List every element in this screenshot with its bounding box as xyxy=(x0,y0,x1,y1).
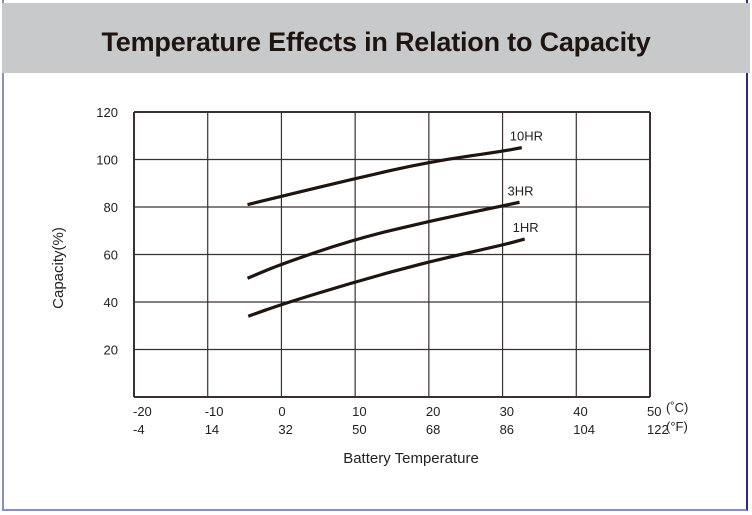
x-unit-celsius: (˚C) xyxy=(666,400,688,415)
y-axis-label: Capacity(%) xyxy=(50,227,67,309)
x-tick-label-fahrenheit: 50 xyxy=(352,422,366,437)
x-tick-label-fahrenheit: 104 xyxy=(573,422,595,437)
y-tick-labels: 120 100 80 60 40 20 xyxy=(96,105,118,358)
x-tick-label-celsius: 50 xyxy=(647,404,661,419)
series-line-3hr xyxy=(246,200,520,280)
chart-title: Temperature Effects in Relation to Capac… xyxy=(101,27,651,57)
x-tick-label-fahrenheit: 86 xyxy=(500,422,514,437)
y-tick-label: 80 xyxy=(104,200,118,215)
series-line-10hr xyxy=(247,146,523,207)
y-tick-label: 120 xyxy=(96,105,118,120)
x-tick-label-celsius: 40 xyxy=(573,404,587,419)
x-tick-label-celsius: 20 xyxy=(426,404,440,419)
x-axis-label: Battery Temperature xyxy=(343,450,479,467)
x-tick-label-fahrenheit: -4 xyxy=(133,422,145,437)
x-tick-label-fahrenheit: 32 xyxy=(278,422,292,437)
series-label-3hr: 3HR xyxy=(508,183,534,198)
x-tick-label-celsius: -10 xyxy=(205,404,224,419)
x-unit-fahrenheit: (°F) xyxy=(666,419,688,434)
x-tick-label-celsius: 30 xyxy=(500,404,514,419)
series-line-1hr xyxy=(247,237,526,318)
y-tick-label: 20 xyxy=(104,343,118,358)
series-label-1hr: 1HR xyxy=(513,220,539,235)
series-label-10hr: 10HR xyxy=(510,129,543,144)
y-tick-label: 60 xyxy=(104,248,118,263)
title-bar: Temperature Effects in Relation to Capac… xyxy=(2,3,750,73)
x-tick-label-celsius: -20 xyxy=(133,404,152,419)
x-tick-labels: -20 -4 -10 14 0 32 10 50 20 68 30 86 40 104 50 122 xyxy=(133,404,669,437)
y-tick-label: 40 xyxy=(104,295,118,310)
x-tick-label-celsius: 10 xyxy=(352,404,366,419)
x-tick-label-fahrenheit: 14 xyxy=(205,422,219,437)
x-tick-label-celsius: 0 xyxy=(278,404,285,419)
y-tick-label: 100 xyxy=(96,153,118,168)
x-tick-label-fahrenheit: 122 xyxy=(647,422,669,437)
grid xyxy=(133,111,651,398)
series-labels: 10HR 3HR 1HR xyxy=(508,129,543,235)
x-tick-label-fahrenheit: 68 xyxy=(426,422,440,437)
series-lines xyxy=(246,146,526,318)
